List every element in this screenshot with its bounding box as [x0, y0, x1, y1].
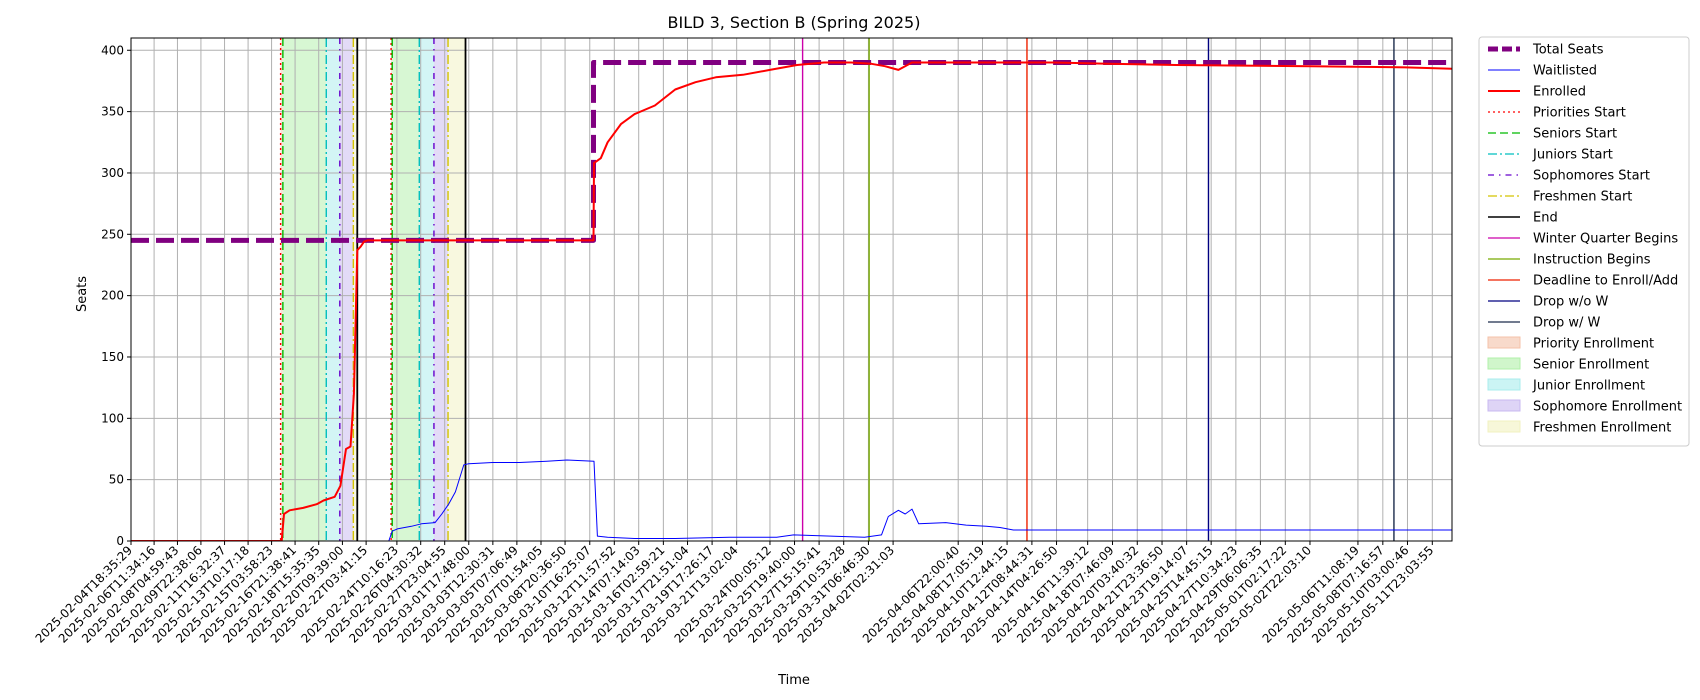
legend-swatch-freshmen-enrollment [1487, 420, 1521, 433]
legend-label-drop-w-o-w: Drop w/o W [1533, 295, 1609, 310]
y-tick-label: 300 [101, 166, 124, 180]
legend-label-freshmen-start: Freshmen Start [1533, 190, 1632, 205]
y-tick-label: 100 [101, 411, 124, 425]
legend-box [1478, 36, 1690, 447]
series-waitlisted [131, 459, 1452, 541]
plot-frame [130, 37, 1453, 542]
legend-swatch-senior-enrollment [1487, 357, 1521, 370]
shaded-span-freshmen-enrollment [448, 38, 466, 541]
y-tick-label: 400 [101, 43, 124, 57]
shaded-span-senior-enrollment [392, 38, 420, 541]
y-tick-label: 0 [116, 534, 124, 548]
legend-label-seniors-start: Seniors Start [1533, 127, 1617, 142]
shaded-span-sophomore-enrollment [339, 38, 354, 541]
legend-label-winter-quarter-begins: Winter Quarter Begins [1533, 232, 1678, 247]
legend-label-priorities-start: Priorities Start [1533, 106, 1626, 121]
y-tick-label: 50 [109, 473, 124, 487]
shaded-span-sophomore-enrollment [433, 38, 449, 541]
series-total-seats [131, 60, 1452, 243]
legend-label-sophomores-start: Sophomores Start [1533, 169, 1650, 184]
legend-label-enrolled: Enrolled [1533, 85, 1586, 100]
y-axis-title: Seats [75, 276, 90, 312]
legend: Total Seats Waitlisted Enrolled Priorities … [1478, 36, 1690, 447]
shaded-span-senior-enrollment [282, 38, 327, 541]
legend-swatch-sophomore-enrollment [1487, 399, 1521, 412]
legend-label-junior-enrollment: Junior Enrollment [1532, 379, 1645, 394]
legend-label-total-seats: Total Seats [1532, 43, 1604, 58]
y-tick-label: 350 [101, 105, 124, 119]
legend-label-end: End [1533, 211, 1558, 226]
shaded-span-priority-enrollment [280, 38, 283, 541]
legend-label-freshmen-enrollment: Freshmen Enrollment [1533, 421, 1671, 436]
shaded-span-junior-enrollment [419, 38, 434, 541]
shaded-span-junior-enrollment [326, 38, 340, 541]
axes: 0501001502002503003504002025-02-04T18:35… [33, 37, 1453, 646]
y-tick-label: 150 [101, 350, 124, 364]
x-axis-title: Time [777, 673, 810, 688]
legend-swatch-priority-enrollment [1487, 336, 1521, 349]
legend-label-waitlisted: Waitlisted [1533, 64, 1597, 79]
legend-swatch-junior-enrollment [1487, 378, 1521, 391]
legend-label-drop-w-w: Drop w/ W [1533, 316, 1601, 331]
legend-label-juniors-start: Juniors Start [1532, 148, 1613, 163]
legend-label-instruction-begins: Instruction Begins [1533, 253, 1651, 268]
plot-area [131, 38, 1452, 541]
legend-label-priority-enrollment: Priority Enrollment [1533, 337, 1654, 352]
y-tick-label: 250 [101, 227, 124, 241]
legend-label-deadline-to-enroll-add: Deadline to Enroll/Add [1533, 274, 1678, 289]
legend-label-sophomore-enrollment: Sophomore Enrollment [1533, 400, 1682, 415]
plot-clip-group [131, 38, 1452, 541]
series-enrolled [131, 61, 1452, 541]
legend-label-senior-enrollment: Senior Enrollment [1533, 358, 1649, 373]
chart-title: BILD 3, Section B (Spring 2025) [668, 13, 921, 32]
y-tick-label: 200 [101, 289, 124, 303]
shaded-span-freshmen-enrollment [353, 38, 358, 541]
